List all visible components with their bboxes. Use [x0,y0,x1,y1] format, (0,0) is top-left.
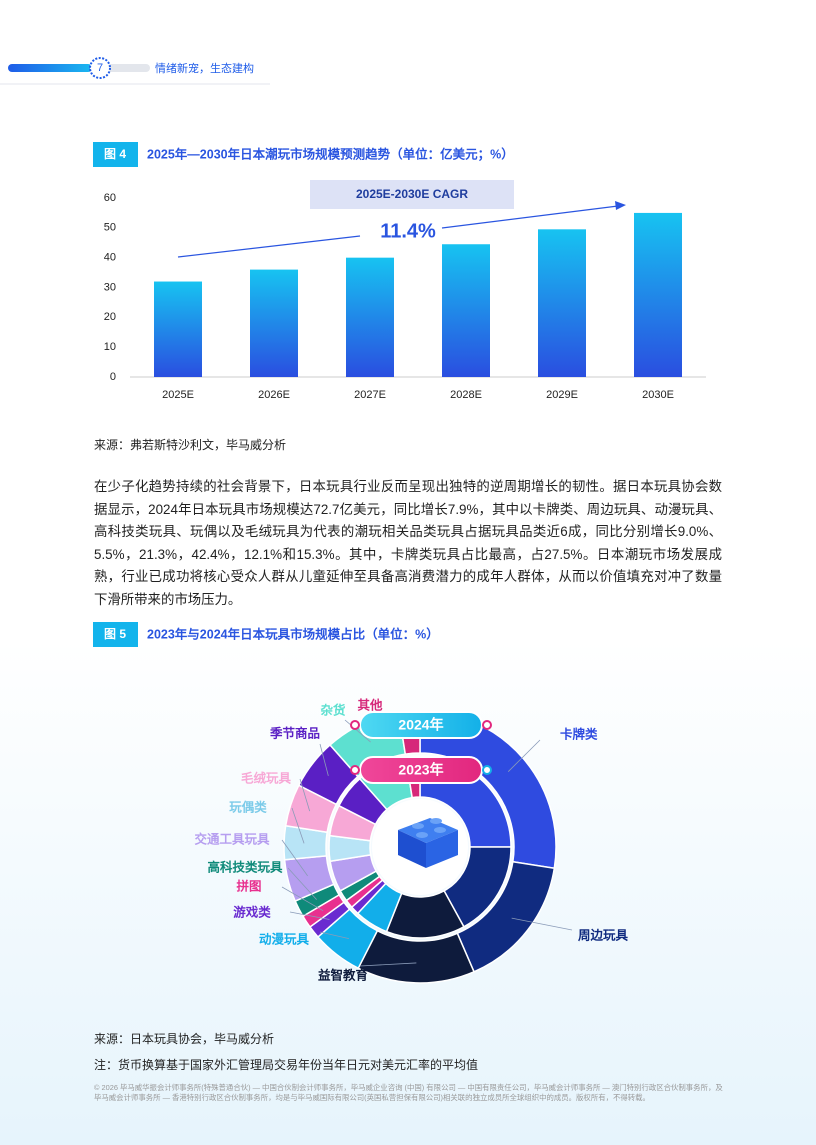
category-label: 杂货 [320,702,346,717]
category-label: 玩偶类 [229,799,267,814]
category-label: 其他 [357,697,383,712]
leader-line [511,917,573,931]
pill-dot [482,765,492,775]
cagr-value: 11.4% [380,220,436,242]
source: 来源：弗若斯特沙利文，毕马威分析 [94,437,286,452]
leader-line [281,886,324,912]
pill-dot [350,765,360,775]
y-tick-label: 50 [104,222,116,234]
body-paragraph: 在少子化趋势持续的社会背景下，日本玩具行业反而呈现出独特的逆周期增长的韧性。据日… [94,479,722,607]
x-tick-label: 2029E [546,389,578,401]
y-tick-label: 10 [104,341,116,353]
brick-icon [398,818,458,868]
y-tick-label: 20 [104,311,116,323]
category-label: 动漫玩具 [259,931,310,946]
leader-line [291,807,305,844]
arrow-head [615,201,626,210]
category-label: 益智教育 [318,967,369,982]
leader-line [319,743,329,777]
year-label: 2023年 [398,762,443,778]
pill-dot [482,720,492,730]
figure-label: 图 4 [104,147,126,161]
bar [634,212,682,377]
leader-line [287,867,317,900]
y-tick-label: 30 [104,281,116,293]
category-label: 周边玩具 [578,927,629,942]
figure-title: 2023年与2024年日本玩具市场规模占比（单位：%） [147,626,439,641]
section-title: 情绪新宠，生态建构 [155,61,254,75]
page-number: 7 [97,62,103,74]
cagr-label: 2025E-2030E CAGR [356,187,468,201]
x-tick-label: 2025E [162,389,194,401]
y-tick-label: 0 [110,371,116,383]
y-tick-label: 40 [104,252,116,264]
leader-line [344,719,371,743]
category-label: 游戏类 [233,904,271,919]
x-tick-label: 2027E [354,389,386,401]
cagr-box [310,180,514,209]
category-label: 季节商品 [269,725,320,740]
bar [346,257,394,377]
trend-arrow [177,235,361,258]
pill-dot [350,720,360,730]
bar [154,281,202,377]
x-tick-label: 2030E [642,389,674,401]
category-label: 卡牌类 [560,726,598,741]
progress-track [100,64,150,72]
figure-label-box [93,142,138,167]
leader-line [507,739,541,772]
figure-label-box [93,622,138,647]
trend-arrow [441,205,619,229]
leader-line [289,911,330,920]
leader-line [359,962,417,967]
figure-title: 2025年—2030年日本潮玩市场规模预测趋势（单位：亿美元；%） [147,146,514,161]
note: 注：货币换算基于国家外汇管理局交易年份当年日元对美元汇率的平均值 [94,1057,478,1072]
y-tick-label: 60 [104,192,116,204]
leader-line [319,931,349,940]
leader-line [281,839,308,877]
year-label: 2024年 [398,717,443,733]
bar-chart: 0 10 20 30 40 50 60 2025E 2026E 2027E 2028E 2029E 20… [104,192,706,401]
copyright: © 2026 毕马威华振会计师事务所(特殊普通合伙) — 中国合伙制会计师事务所… [94,1083,723,1102]
category-label: 拼图 [236,878,261,893]
bar [538,229,586,377]
category-label: 交通工具玩具 [194,831,270,846]
bar [250,269,298,377]
x-tick-label: 2028E [450,389,482,401]
page-badge [89,57,111,79]
leader-line [299,778,311,812]
progress-bar [8,64,92,72]
figure-label: 图 5 [104,627,126,641]
source: 来源：日本玩具协会，毕马威分析 [94,1031,274,1046]
x-tick-label: 2026E [258,389,290,401]
category-label: 高科技类玩具 [207,859,283,874]
bar [442,244,490,377]
category-label: 毛绒玩具 [241,770,292,785]
